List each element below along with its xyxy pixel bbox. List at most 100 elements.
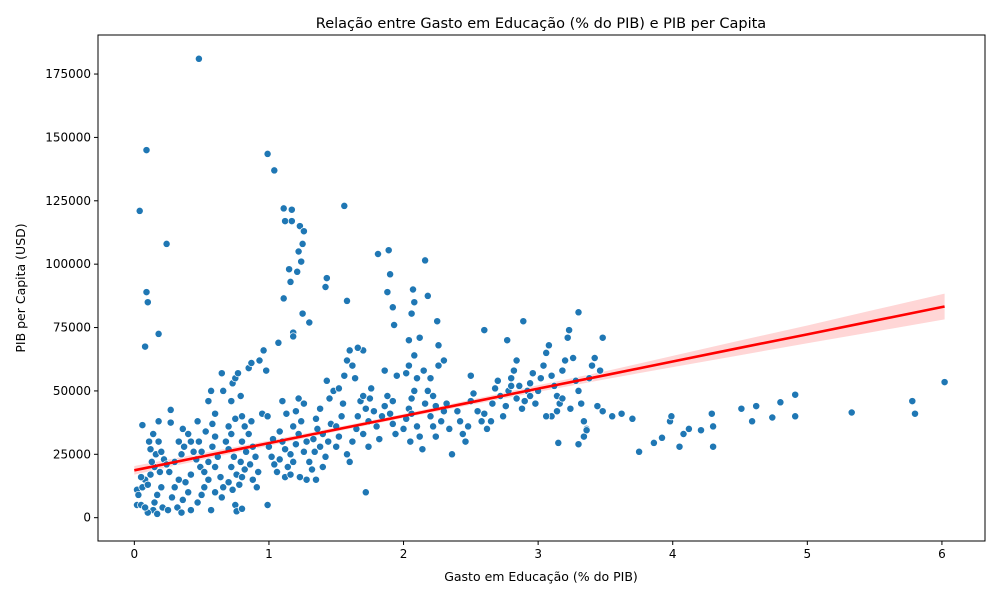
data-point — [231, 501, 240, 509]
data-point — [748, 417, 757, 426]
data-point — [189, 447, 198, 456]
data-point — [291, 407, 300, 416]
data-point — [359, 392, 368, 400]
data-point — [579, 417, 588, 426]
data-point — [409, 285, 417, 294]
data-point — [147, 457, 156, 466]
data-point — [423, 386, 432, 395]
data-point — [448, 450, 456, 459]
data-point — [211, 409, 220, 418]
data-point — [707, 409, 716, 418]
data-point — [940, 378, 949, 387]
data-point — [507, 374, 516, 383]
data-point — [791, 412, 800, 421]
data-point — [141, 503, 150, 512]
data-point — [519, 317, 528, 326]
y-tick-label: 25000 — [53, 447, 91, 461]
data-point — [531, 399, 540, 408]
y-axis-label: PIB per Capita (USD) — [13, 223, 28, 352]
data-point — [582, 426, 591, 435]
data-point — [477, 417, 486, 426]
data-point — [238, 504, 246, 513]
data-point — [227, 463, 236, 471]
x-tick-label: 4 — [669, 547, 677, 561]
data-point — [177, 508, 186, 517]
data-point — [270, 166, 279, 175]
data-point — [340, 371, 349, 380]
data-point — [248, 475, 257, 484]
data-point — [348, 437, 357, 446]
data-point — [544, 341, 553, 350]
data-point — [312, 414, 320, 423]
data-point — [353, 412, 362, 421]
data-point — [480, 409, 489, 418]
y-tick-label: 0 — [83, 511, 91, 525]
data-point — [166, 405, 175, 414]
data-point — [776, 398, 785, 407]
data-point — [254, 468, 263, 476]
data-point — [289, 332, 298, 341]
data-point — [252, 483, 261, 492]
data-point — [263, 149, 272, 158]
data-point — [491, 384, 500, 393]
data-point — [294, 247, 303, 256]
data-point — [343, 296, 351, 305]
data-point — [512, 394, 521, 403]
data-point — [244, 430, 253, 438]
data-point — [295, 473, 304, 482]
data-point — [608, 412, 617, 421]
data-point — [518, 404, 526, 413]
data-point — [273, 468, 281, 476]
data-point — [542, 348, 551, 357]
data-point — [255, 356, 264, 365]
data-point — [217, 369, 226, 378]
data-point — [515, 381, 524, 390]
data-point — [299, 227, 308, 236]
data-point — [302, 475, 311, 484]
data-point — [402, 369, 411, 378]
data-point — [679, 430, 688, 438]
data-point — [553, 407, 561, 416]
data-point — [275, 455, 284, 464]
data-point — [791, 390, 800, 399]
data-point — [418, 445, 427, 454]
data-point — [337, 412, 346, 421]
y-tick-label: 50000 — [53, 384, 91, 398]
chart-title: Relação entre Gasto em Educação (% do PI… — [316, 16, 766, 32]
data-point — [293, 267, 302, 276]
data-point — [150, 498, 159, 507]
data-point — [407, 394, 416, 403]
data-point — [283, 463, 292, 471]
data-point — [298, 309, 307, 318]
data-point — [675, 442, 684, 451]
data-point — [324, 437, 333, 446]
data-point — [574, 440, 583, 449]
data-point — [439, 356, 448, 365]
data-point — [697, 426, 705, 435]
data-point — [372, 422, 381, 431]
data-point — [501, 402, 510, 411]
data-point — [536, 374, 545, 383]
data-point — [339, 399, 347, 408]
data-point — [291, 440, 300, 449]
data-point — [186, 470, 195, 479]
data-point — [383, 392, 392, 400]
data-point — [194, 54, 203, 63]
x-axis-label: Gasto em Educação (% do PIB) — [444, 569, 638, 584]
data-point — [558, 366, 567, 375]
data-point — [166, 418, 175, 427]
data-point — [386, 270, 395, 279]
data-point — [410, 298, 419, 307]
data-point — [217, 493, 226, 502]
data-point — [345, 457, 354, 466]
data-point — [234, 369, 242, 378]
data-point — [211, 488, 220, 497]
data-point — [512, 356, 521, 365]
data-point — [240, 422, 249, 431]
data-point — [305, 318, 314, 327]
data-point — [298, 239, 307, 248]
data-point — [281, 217, 290, 226]
data-point — [305, 457, 314, 466]
data-point — [316, 442, 325, 451]
